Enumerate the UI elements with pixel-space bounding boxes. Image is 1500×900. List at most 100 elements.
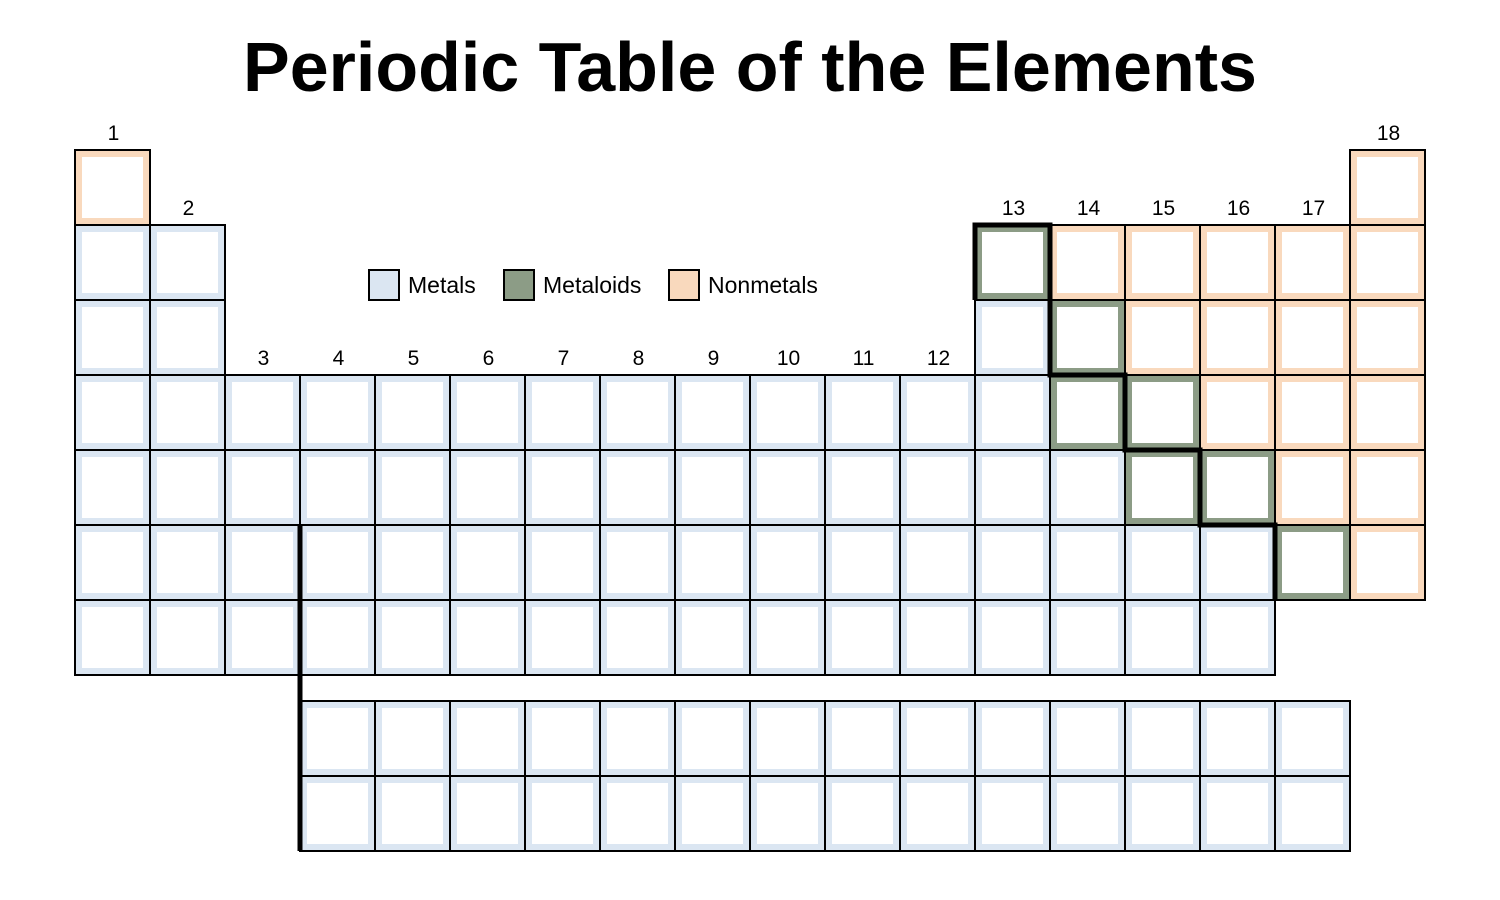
element-cell-p4-g4 [299, 374, 376, 451]
element-cell-p5-g1 [74, 449, 151, 526]
group-number-17: 17 [1302, 197, 1325, 220]
element-cell-p6-g10 [749, 524, 826, 601]
element-cell-p6-g9 [674, 524, 751, 601]
element-cell-p7-g13 [974, 599, 1051, 676]
element-cell-p4-g18 [1349, 374, 1426, 451]
legend-label-metalloid: Metaloids [543, 272, 641, 298]
element-cell-p6-g14 [1049, 524, 1126, 601]
element-cell-p7-g10 [749, 599, 826, 676]
legend: Metals Metaloids Nonmetals [368, 269, 818, 301]
element-cell-p2-g15 [1124, 224, 1201, 301]
element-cell-p7-g4 [299, 599, 376, 676]
element-cell-p7-g8 [599, 599, 676, 676]
element-cell-p3-g13 [974, 299, 1051, 376]
f-block-cell-actinides-9 [899, 775, 976, 852]
f-block-cell-actinides-13 [1199, 775, 1276, 852]
element-cell-p7-g12 [899, 599, 976, 676]
group-number-2: 2 [183, 197, 195, 220]
element-cell-p7-g2 [149, 599, 226, 676]
f-block-cell-lanthanides-3 [449, 700, 526, 777]
group-number-12: 12 [927, 347, 950, 370]
group-number-3: 3 [258, 347, 270, 370]
legend-item-metalloid: Metaloids [503, 269, 641, 301]
element-cell-p4-g17 [1274, 374, 1351, 451]
element-cell-p3-g2 [149, 299, 226, 376]
group-number-1: 1 [108, 122, 120, 145]
element-cell-p5-g8 [599, 449, 676, 526]
element-cell-p2-g13 [974, 224, 1051, 301]
element-cell-p6-g7 [524, 524, 601, 601]
group-number-9: 9 [708, 347, 720, 370]
legend-item-nonmetal: Nonmetals [668, 269, 818, 301]
element-cell-p5-g6 [449, 449, 526, 526]
element-cell-p5-g17 [1274, 449, 1351, 526]
element-cell-p7-g7 [524, 599, 601, 676]
element-cell-p6-g2 [149, 524, 226, 601]
element-cell-p6-g4 [299, 524, 376, 601]
legend-swatch-metalloid [503, 269, 535, 301]
f-block-cell-lanthanides-6 [674, 700, 751, 777]
element-cell-p6-g13 [974, 524, 1051, 601]
element-cell-p6-g17 [1274, 524, 1351, 601]
group-number-11: 11 [853, 347, 875, 370]
legend-label-nonmetal: Nonmetals [708, 272, 818, 298]
element-cell-p7-g14 [1049, 599, 1126, 676]
element-cell-p4-g13 [974, 374, 1051, 451]
element-cell-p4-g14 [1049, 374, 1126, 451]
group-number-18: 18 [1377, 122, 1400, 145]
element-cell-p5-g11 [824, 449, 901, 526]
f-block-cell-actinides-1 [299, 775, 376, 852]
element-cell-p7-g6 [449, 599, 526, 676]
group-number-6: 6 [483, 347, 495, 370]
element-cell-p5-g12 [899, 449, 976, 526]
element-cell-p5-g5 [374, 449, 451, 526]
metalloid-staircase-line [972, 222, 1278, 600]
element-cell-p3-g18 [1349, 299, 1426, 376]
element-cell-p6-g11 [824, 524, 901, 601]
element-cell-p3-g1 [74, 299, 151, 376]
element-cell-p3-g16 [1199, 299, 1276, 376]
boundary-lines [297, 222, 1278, 851]
group-number-15: 15 [1152, 197, 1175, 220]
f-block-cell-actinides-7 [749, 775, 826, 852]
legend-swatch-nonmetal [668, 269, 700, 301]
f-block-cell-lanthanides-2 [374, 700, 451, 777]
f-block-cell-lanthanides-1 [299, 700, 376, 777]
element-cell-p6-g5 [374, 524, 451, 601]
f-block-cell-actinides-5 [599, 775, 676, 852]
f-block-cell-lanthanides-4 [524, 700, 601, 777]
f-block-cell-lanthanides-9 [899, 700, 976, 777]
element-cell-p6-g1 [74, 524, 151, 601]
element-cell-p7-g9 [674, 599, 751, 676]
element-cell-p4-g1 [74, 374, 151, 451]
element-cell-p7-g15 [1124, 599, 1201, 676]
element-cell-p5-g10 [749, 449, 826, 526]
f-block-cell-actinides-6 [674, 775, 751, 852]
element-cell-p4-g3 [224, 374, 301, 451]
element-cell-p6-g8 [599, 524, 676, 601]
group-number-16: 16 [1227, 197, 1250, 220]
group-number-4: 4 [333, 347, 345, 370]
f-block-cells [299, 700, 1351, 852]
group-number-7: 7 [558, 347, 570, 370]
element-cell-p5-g16 [1199, 449, 1276, 526]
element-cell-p2-g17 [1274, 224, 1351, 301]
element-cell-p7-g16 [1199, 599, 1276, 676]
f-block-cell-actinides-2 [374, 775, 451, 852]
element-cell-p5-g2 [149, 449, 226, 526]
group-number-5: 5 [408, 347, 420, 370]
element-cell-p2-g1 [74, 224, 151, 301]
element-cell-p4-g15 [1124, 374, 1201, 451]
element-cell-p6-g12 [899, 524, 976, 601]
f-block-cell-lanthanides-8 [824, 700, 901, 777]
element-cell-p3-g15 [1124, 299, 1201, 376]
element-cell-p5-g14 [1049, 449, 1126, 526]
f-block-cell-actinides-4 [524, 775, 601, 852]
f-block-cell-lanthanides-13 [1199, 700, 1276, 777]
f-block-cell-actinides-11 [1049, 775, 1126, 852]
element-cell-p7-g3 [224, 599, 301, 676]
main-table-cells [74, 149, 1426, 676]
f-block-cell-lanthanides-7 [749, 700, 826, 777]
